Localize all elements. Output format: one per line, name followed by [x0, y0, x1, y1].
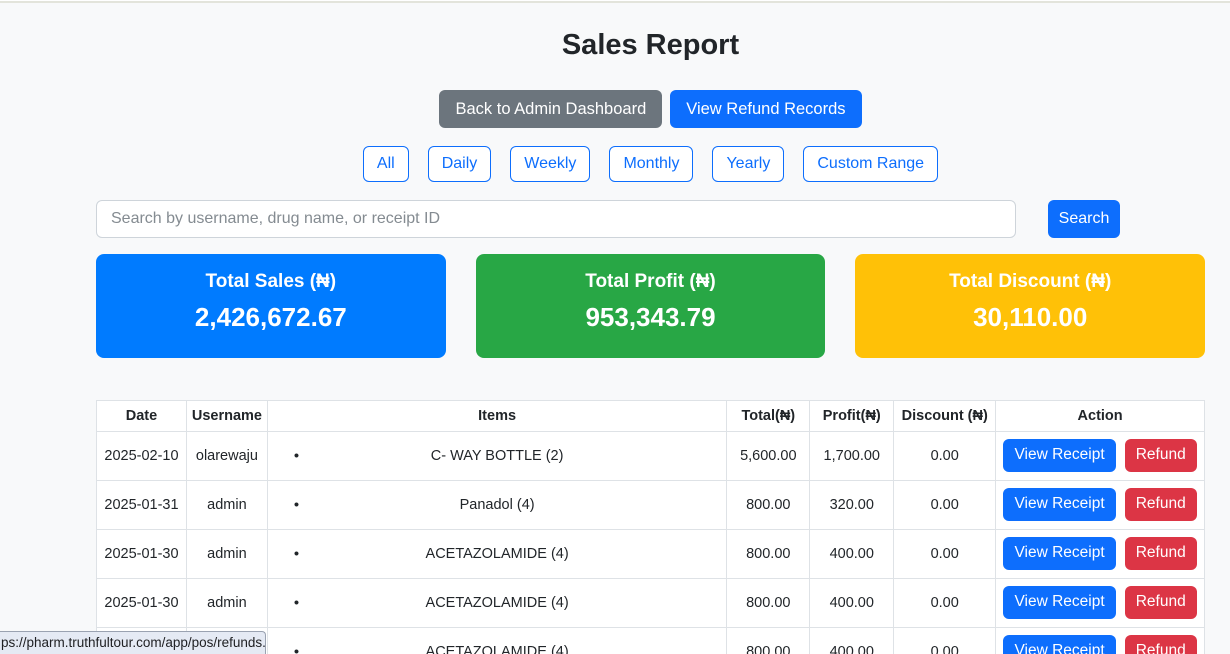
- cell-profit: 400.00: [810, 578, 894, 627]
- cell-date: 2025-01-31: [97, 480, 187, 529]
- item-text: ACETAZOLAMIDE (4): [426, 644, 569, 654]
- view-receipt-button[interactable]: View Receipt: [1003, 439, 1115, 472]
- cell-username: olarewaju: [186, 431, 267, 480]
- cell-action: View Receipt Refund: [996, 627, 1205, 654]
- cell-items: • ACETAZOLAMIDE (4): [267, 627, 726, 654]
- table-row: 2025-01-31 admin • Panadol (4) 800.00 32…: [97, 480, 1205, 529]
- table-row: 2025-01-30 admin • ACETAZOLAMIDE (4) 800…: [97, 529, 1205, 578]
- view-receipt-button[interactable]: View Receipt: [1003, 488, 1115, 521]
- cell-profit: 320.00: [810, 480, 894, 529]
- total-profit-card: Total Profit (₦) 953,343.79: [476, 254, 826, 358]
- summary-cards: Total Sales (₦) 2,426,672.67 Total Profi…: [96, 254, 1205, 358]
- cell-action: View Receipt Refund: [996, 480, 1205, 529]
- cell-items: • Panadol (4): [267, 480, 726, 529]
- filter-button-custom-range[interactable]: Custom Range: [803, 146, 938, 182]
- total-sales-value: 2,426,672.67: [96, 302, 446, 333]
- item-text: Panadol (4): [460, 497, 535, 513]
- cell-discount: 0.00: [894, 627, 996, 654]
- search-bar: Search: [96, 200, 1205, 238]
- cell-items: • ACETAZOLAMIDE (4): [267, 529, 726, 578]
- toolbar: Back to Admin Dashboard View Refund Reco…: [96, 90, 1205, 128]
- cell-discount: 0.00: [894, 431, 996, 480]
- filter-button-weekly[interactable]: Weekly: [510, 146, 590, 182]
- search-input[interactable]: [96, 200, 1016, 238]
- cell-profit: 400.00: [810, 529, 894, 578]
- filter-button-monthly[interactable]: Monthly: [609, 146, 693, 182]
- cell-profit: 1,700.00: [810, 431, 894, 480]
- sales-table: Date Username Items Total(₦) Profit(₦) D…: [96, 400, 1205, 654]
- browser-status-bar-url: ps://pharm.truthfultour.com/app/pos/refu…: [0, 631, 266, 654]
- header-discount: Discount (₦): [894, 400, 996, 431]
- cell-date: 2025-01-30: [97, 578, 187, 627]
- table-row: 2025-02-10 olarewaju • C- WAY BOTTLE (2)…: [97, 431, 1205, 480]
- cell-action: View Receipt Refund: [996, 529, 1205, 578]
- table-row: 2025-01-30 admin • ACETAZOLAMIDE (4) 800…: [97, 578, 1205, 627]
- total-discount-label: Total Discount (₦): [855, 271, 1205, 293]
- main-content: Sales Report Back to Admin Dashboard Vie…: [96, 3, 1205, 654]
- table-header-row: Date Username Items Total(₦) Profit(₦) D…: [97, 400, 1205, 431]
- item-text: C- WAY BOTTLE (2): [431, 448, 564, 464]
- total-profit-label: Total Profit (₦): [476, 271, 826, 293]
- header-action: Action: [996, 400, 1205, 431]
- back-to-admin-dashboard-button[interactable]: Back to Admin Dashboard: [439, 90, 662, 128]
- cell-username: admin: [186, 480, 267, 529]
- list-bullet: •: [294, 643, 299, 654]
- header-items: Items: [267, 400, 726, 431]
- refund-button[interactable]: Refund: [1125, 439, 1197, 472]
- cell-discount: 0.00: [894, 529, 996, 578]
- cell-total: 800.00: [727, 578, 810, 627]
- cell-total: 5,600.00: [727, 431, 810, 480]
- header-username: Username: [186, 400, 267, 431]
- total-sales-label: Total Sales (₦): [96, 271, 446, 293]
- header-total: Total(₦): [727, 400, 810, 431]
- cell-date: 2025-01-30: [97, 529, 187, 578]
- cell-discount: 0.00: [894, 578, 996, 627]
- view-receipt-button[interactable]: View Receipt: [1003, 537, 1115, 570]
- header-date: Date: [97, 400, 187, 431]
- total-sales-card: Total Sales (₦) 2,426,672.67: [96, 254, 446, 358]
- header-profit: Profit(₦): [810, 400, 894, 431]
- sales-table-wrap: Date Username Items Total(₦) Profit(₦) D…: [96, 400, 1205, 654]
- filter-button-daily[interactable]: Daily: [428, 146, 492, 182]
- page-title: Sales Report: [96, 3, 1205, 65]
- refund-button[interactable]: Refund: [1125, 488, 1197, 521]
- refund-button[interactable]: Refund: [1125, 635, 1197, 654]
- filter-button-yearly[interactable]: Yearly: [712, 146, 784, 182]
- total-discount-card: Total Discount (₦) 30,110.00: [855, 254, 1205, 358]
- view-receipt-button[interactable]: View Receipt: [1003, 586, 1115, 619]
- refund-button[interactable]: Refund: [1125, 586, 1197, 619]
- cell-total: 800.00: [727, 480, 810, 529]
- search-button[interactable]: Search: [1048, 200, 1120, 238]
- refund-button[interactable]: Refund: [1125, 537, 1197, 570]
- cell-action: View Receipt Refund: [996, 578, 1205, 627]
- cell-date: 2025-02-10: [97, 431, 187, 480]
- cell-discount: 0.00: [894, 480, 996, 529]
- cell-profit: 400.00: [810, 627, 894, 654]
- total-profit-value: 953,343.79: [476, 302, 826, 333]
- cell-username: admin: [186, 578, 267, 627]
- cell-action: View Receipt Refund: [996, 431, 1205, 480]
- cell-username: admin: [186, 529, 267, 578]
- view-receipt-button[interactable]: View Receipt: [1003, 635, 1115, 654]
- cell-items: • C- WAY BOTTLE (2): [267, 431, 726, 480]
- cell-total: 800.00: [727, 627, 810, 654]
- list-bullet: •: [294, 545, 299, 562]
- list-bullet: •: [294, 496, 299, 513]
- total-discount-value: 30,110.00: [855, 302, 1205, 333]
- date-filter-group: All Daily Weekly Monthly Yearly Custom Range: [96, 146, 1205, 182]
- filter-button-all[interactable]: All: [363, 146, 409, 182]
- cell-total: 800.00: [727, 529, 810, 578]
- list-bullet: •: [294, 447, 299, 464]
- view-refund-records-button[interactable]: View Refund Records: [670, 90, 861, 128]
- list-bullet: •: [294, 594, 299, 611]
- item-text: ACETAZOLAMIDE (4): [426, 546, 569, 562]
- item-text: ACETAZOLAMIDE (4): [426, 595, 569, 611]
- cell-items: • ACETAZOLAMIDE (4): [267, 578, 726, 627]
